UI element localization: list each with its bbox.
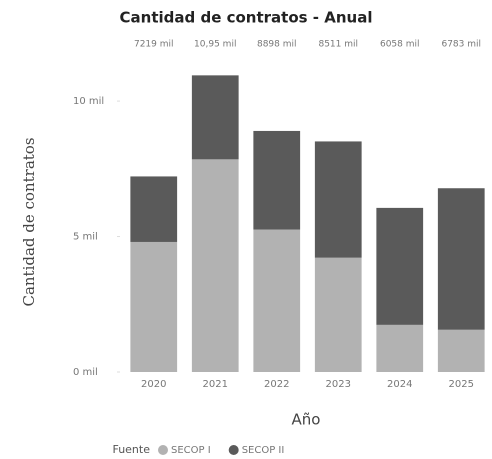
- bar-segment: [314, 257, 362, 372]
- x-tick-label: 2025: [449, 379, 474, 390]
- bar-segment: [191, 159, 239, 372]
- legend-marker: [228, 445, 239, 455]
- total-label: 8898 mil: [257, 40, 297, 50]
- bar-segment: [253, 130, 301, 230]
- bar-segment: [376, 207, 424, 325]
- chart-title: Cantidad de contratos - Anual: [120, 9, 373, 27]
- x-tick-label: 2021: [203, 379, 228, 390]
- legend-label: SECOP I: [171, 445, 211, 456]
- total-label: 7219 mil: [134, 40, 174, 50]
- bar-segment: [191, 75, 239, 160]
- bar-segment: [376, 324, 424, 372]
- y-tick-label: 5 mil: [73, 232, 98, 243]
- x-tick-label: 2020: [141, 379, 166, 390]
- total-label: 6783 mil: [441, 40, 481, 50]
- y-tick-label: 0 mil: [73, 367, 98, 378]
- bar-segment: [437, 329, 485, 372]
- bar-segment: [130, 176, 178, 242]
- legend-marker: [158, 445, 168, 455]
- total-label: 6058 mil: [380, 40, 420, 50]
- total-label: 8511 mil: [318, 40, 358, 50]
- bar-segment: [253, 229, 301, 372]
- y-tick-label: 10 mil: [73, 96, 104, 107]
- y-axis-title: Cantidad de contratos: [20, 137, 38, 306]
- legend-label: SECOP II: [242, 445, 285, 456]
- x-tick-label: 2022: [264, 379, 289, 390]
- bar-segment: [130, 241, 178, 372]
- bar-segment: [314, 141, 362, 258]
- x-axis-title: Año: [292, 411, 321, 429]
- bar-segment: [437, 188, 485, 330]
- x-tick-label: 2024: [387, 379, 412, 390]
- total-label: 10,95 mil: [194, 40, 236, 50]
- x-tick-label: 2023: [326, 379, 351, 390]
- legend-title: Fuente: [112, 443, 150, 456]
